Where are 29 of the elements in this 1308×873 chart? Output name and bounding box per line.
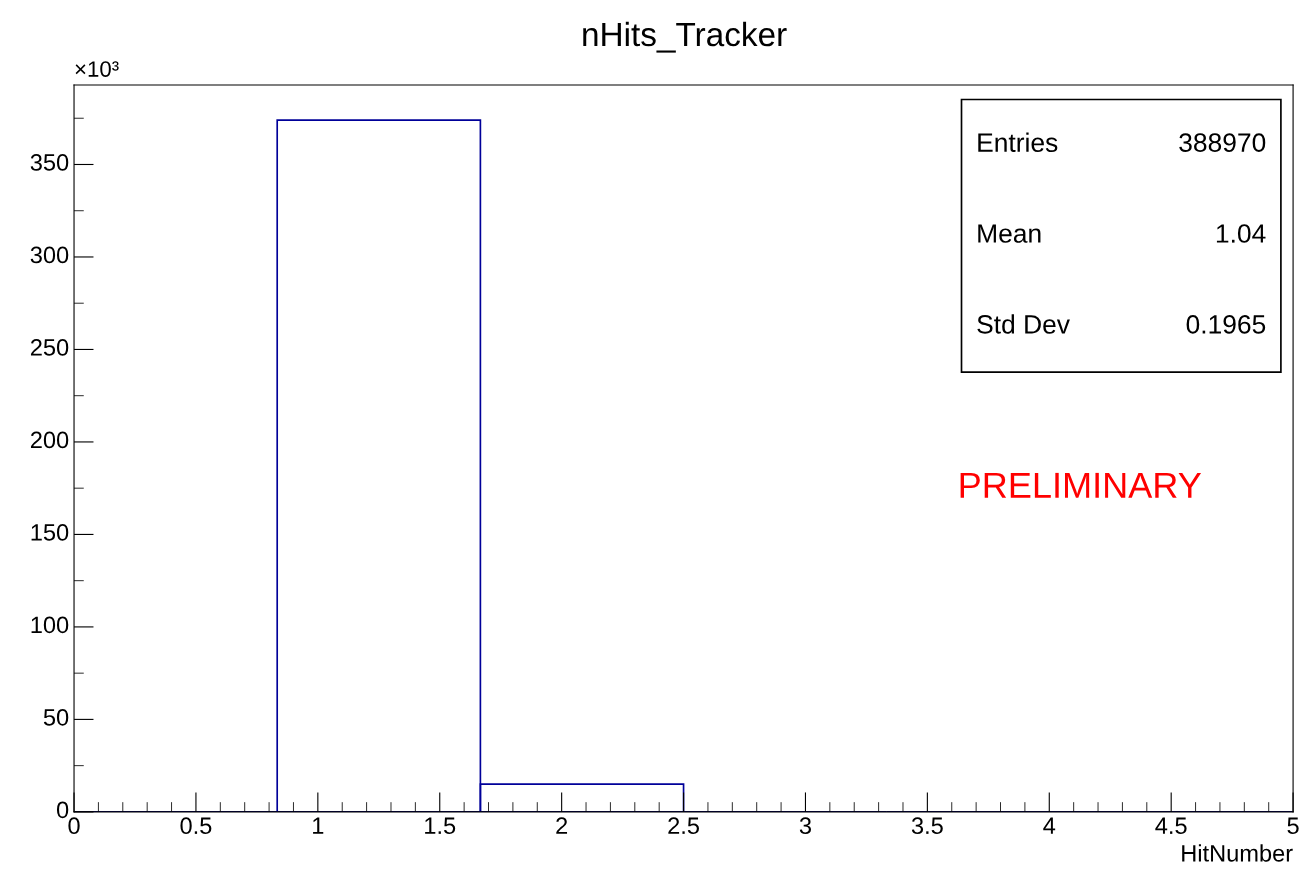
annotation: 0.1965 [1186,315,1266,334]
annotation: Mean [978,224,1041,243]
y-tick-label: 150 [31,524,69,541]
x-tick-label: 4.5 [1155,817,1187,835]
annotation: 388970 [1179,133,1266,152]
x-tick-label: 2 [556,817,568,834]
annotation: 1.04 [1216,224,1266,243]
y-tick-label: 200 [30,431,69,449]
x-tick-label: 0 [68,817,80,835]
x-tick-label: 1 [313,817,324,834]
annotation: PRELIMINARY [960,472,1202,498]
annotation: Entries [978,132,1058,152]
x-tick-label: 0.5 [180,817,212,835]
y-tick-label: 300 [30,246,69,264]
x-tick-label: 5 [1287,817,1299,835]
x-tick-label: 4 [1043,817,1056,834]
y-tick-label: 50 [43,709,69,726]
y-tick-label: 100 [31,616,69,634]
y-tick-label: 0 [56,801,69,819]
annotation: Std Dev [977,314,1070,334]
y-tick-label: 250 [30,339,69,356]
x-tick-label: 3.5 [911,817,943,835]
x-tick-label: 2.5 [668,817,699,835]
text: ×10³ [75,61,119,77]
chart-title: nHits_Tracker [583,21,787,53]
x-tick-label: 1.5 [425,817,456,835]
x-axis-title: HitNumber [1182,844,1293,862]
x-tick-label: 3 [799,817,811,835]
y-tick-label: 350 [30,154,69,171]
